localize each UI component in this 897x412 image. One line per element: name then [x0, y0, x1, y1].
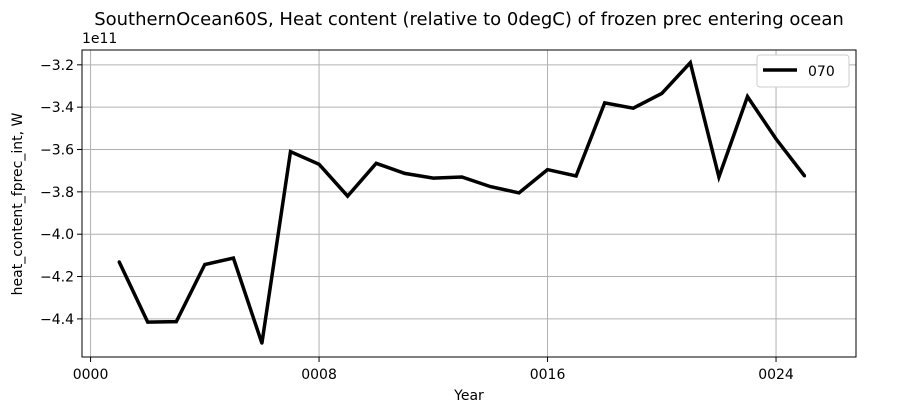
legend-label-070: 070: [808, 64, 835, 80]
data-point: [460, 175, 464, 179]
y-tick-label: −4.4: [40, 312, 74, 328]
data-point: [346, 194, 350, 198]
x-tick-label: 0008: [301, 367, 337, 383]
y-tick-label: −3.6: [40, 143, 74, 159]
x-axis: 0000 0008 0016 0024: [73, 357, 794, 383]
data-point: [288, 150, 292, 154]
y-axis-offset-label: 1e11: [82, 31, 117, 47]
data-point: [546, 168, 550, 172]
data-point: [403, 171, 407, 175]
data-point: [517, 191, 521, 195]
x-tick-label: 0024: [758, 367, 794, 383]
y-axis: −4.4 −4.2 −4.0 −3.8 −3.6 −3.4 −3.2: [40, 58, 82, 328]
plot-area-frame: [81, 49, 857, 358]
data-point: [774, 137, 778, 141]
data-point: [146, 320, 150, 324]
data-point: [717, 175, 721, 179]
data-point: [231, 256, 235, 260]
legend: 070: [756, 54, 850, 88]
data-point: [631, 106, 635, 110]
data-point: [117, 260, 121, 264]
x-axis-label: Year: [453, 388, 484, 404]
grid: [82, 50, 856, 357]
x-tick-label: 0000: [73, 367, 109, 383]
data-point: [260, 341, 264, 345]
data-point: [374, 161, 378, 165]
y-tick-label: −3.4: [40, 100, 74, 116]
data-point: [603, 101, 607, 105]
y-tick-label: −4.2: [40, 270, 74, 286]
data-point: [745, 95, 749, 99]
data-point: [488, 185, 492, 189]
legend-box: [756, 54, 850, 88]
data-point: [317, 162, 321, 166]
data-point: [688, 61, 692, 65]
y-tick-label: −4.0: [40, 227, 74, 243]
chart-title: SouthernOcean60S, Heat content (relative…: [94, 9, 844, 30]
x-tick-label: 0016: [530, 367, 566, 383]
y-tick-label: −3.2: [40, 58, 74, 74]
data-point: [574, 174, 578, 178]
data-point: [803, 174, 807, 178]
series-layer: [117, 59, 807, 345]
data-point: [174, 320, 178, 324]
y-tick-label: −3.8: [40, 185, 74, 201]
y-axis-label: heat_content_fprec_int, W: [10, 112, 26, 295]
series-line-070: [117, 59, 806, 344]
data-point: [660, 91, 664, 95]
data-point: [431, 176, 435, 180]
data-point: [203, 262, 207, 266]
